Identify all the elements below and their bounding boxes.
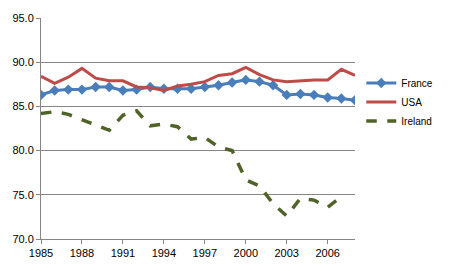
svg-text:Ireland: Ireland xyxy=(401,116,432,127)
svg-text:90.0: 90.0 xyxy=(12,56,33,68)
svg-text:1991: 1991 xyxy=(111,247,135,259)
svg-text:2006: 2006 xyxy=(315,247,339,259)
svg-text:France: France xyxy=(401,78,433,89)
svg-text:1997: 1997 xyxy=(193,247,217,259)
svg-text:1988: 1988 xyxy=(70,247,94,259)
svg-text:USA: USA xyxy=(401,97,422,108)
svg-text:75.0: 75.0 xyxy=(12,189,33,201)
svg-text:2003: 2003 xyxy=(274,247,298,259)
svg-text:2000: 2000 xyxy=(234,247,258,259)
svg-text:1994: 1994 xyxy=(152,247,176,259)
svg-text:85.0: 85.0 xyxy=(12,100,33,112)
svg-text:95.0: 95.0 xyxy=(12,12,33,24)
svg-text:80.0: 80.0 xyxy=(12,144,33,156)
svg-text:70.0: 70.0 xyxy=(12,233,33,245)
svg-text:1985: 1985 xyxy=(29,247,53,259)
